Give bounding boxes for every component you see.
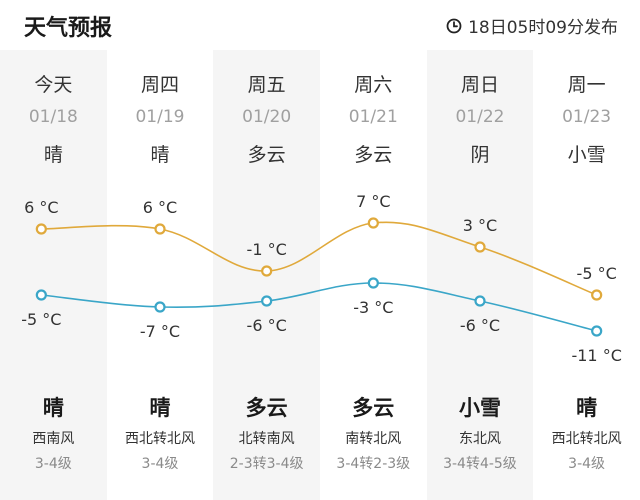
publish-time: 18日05时09分发布 <box>446 13 618 38</box>
day-date: 01/19 <box>135 107 185 127</box>
wind-direction: 西北转北风 <box>124 431 195 447</box>
header: 天气预报 18日05时09分发布 <box>0 0 640 50</box>
wind-level: 2-3转3-4级 <box>229 456 304 472</box>
day-column[interactable]: 今天 01/18 晴 晴 西南风 3-4级 <box>0 50 107 500</box>
page-title: 天气预报 <box>24 16 113 41</box>
day-date: 01/21 <box>348 107 398 127</box>
day-weekday: 周日 <box>460 74 499 96</box>
day-column[interactable]: 周六 01/21 多云 多云 南转北风 3-4转2-3级 <box>320 50 427 500</box>
day-column[interactable]: 周一 01/23 小雪 晴 西北转北风 3-4级 <box>533 50 640 500</box>
day-date: 01/18 <box>28 107 78 127</box>
wind-level: 3-4级 <box>141 456 179 472</box>
clock-icon <box>446 18 462 33</box>
day-weekday: 周六 <box>354 74 393 96</box>
day-weekday: 周五 <box>247 74 286 96</box>
day-weekday: 周一 <box>567 74 606 96</box>
night-condition: 晴 <box>42 396 64 420</box>
forecast-days: 今天 01/18 晴 晴 西南风 3-4级 周四 01/19 晴 晴 西北转北风… <box>0 50 640 500</box>
day-condition: 晴 <box>150 144 170 166</box>
day-column[interactable]: 周五 01/20 多云 多云 北转南风 2-3转3-4级 <box>213 50 320 500</box>
day-column[interactable]: 周日 01/22 阴 小雪 东北风 3-4转4-5级 <box>426 50 534 500</box>
wind-level: 3-4级 <box>34 456 72 472</box>
wind-level: 3-4转2-3级 <box>336 456 411 472</box>
day-weekday: 今天 <box>34 74 73 96</box>
day-date: 01/23 <box>562 107 612 127</box>
night-condition: 小雪 <box>458 396 501 420</box>
day-column[interactable]: 周四 01/19 晴 晴 西北转北风 3-4级 <box>107 50 214 500</box>
wind-direction: 南转北风 <box>345 431 402 447</box>
wind-direction: 东北风 <box>458 431 501 447</box>
night-condition: 多云 <box>352 396 395 420</box>
wind-level: 3-4级 <box>568 456 606 472</box>
day-date: 01/22 <box>455 107 505 127</box>
day-condition: 多云 <box>354 144 393 166</box>
publish-time-text: 18日05时09分发布 <box>468 18 618 38</box>
night-condition: 晴 <box>576 396 598 420</box>
night-condition: 多云 <box>245 396 288 420</box>
day-weekday: 周四 <box>140 74 179 96</box>
day-condition: 小雪 <box>567 144 606 166</box>
wind-direction: 北转南风 <box>238 431 295 447</box>
wind-level: 3-4转4-5级 <box>443 456 517 472</box>
wind-direction: 西北转北风 <box>551 431 622 447</box>
day-condition: 多云 <box>247 144 286 166</box>
wind-direction: 西南风 <box>32 431 75 447</box>
day-condition: 阴 <box>470 144 490 166</box>
day-date: 01/20 <box>242 107 292 127</box>
night-condition: 晴 <box>149 396 171 420</box>
day-condition: 晴 <box>43 144 63 166</box>
